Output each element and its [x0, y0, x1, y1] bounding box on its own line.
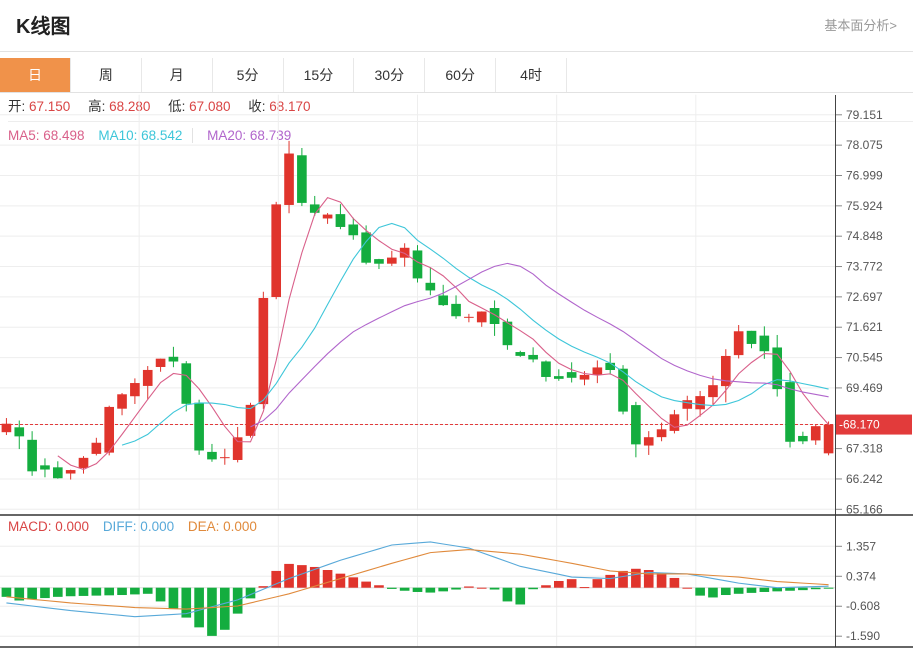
svg-text:73.772: 73.772 [846, 260, 883, 274]
svg-text:0.374: 0.374 [846, 569, 876, 583]
svg-text:78.075: 78.075 [846, 138, 883, 152]
svg-text:69.469: 69.469 [846, 381, 883, 395]
svg-text:75.924: 75.924 [846, 199, 883, 213]
svg-text:1.357: 1.357 [846, 539, 876, 553]
svg-text:67.318: 67.318 [846, 442, 883, 456]
svg-text:76.999: 76.999 [846, 169, 883, 183]
svg-text:-68.170: -68.170 [839, 418, 880, 432]
svg-text:65.166: 65.166 [846, 502, 883, 516]
svg-text:66.242: 66.242 [846, 472, 883, 486]
svg-text:-1.590: -1.590 [846, 629, 880, 643]
svg-text:74.848: 74.848 [846, 229, 883, 243]
svg-text:71.621: 71.621 [846, 320, 883, 334]
svg-text:-0.608: -0.608 [846, 599, 880, 613]
svg-text:79.151: 79.151 [846, 108, 883, 122]
svg-text:70.545: 70.545 [846, 351, 883, 365]
svg-text:72.697: 72.697 [846, 290, 883, 304]
